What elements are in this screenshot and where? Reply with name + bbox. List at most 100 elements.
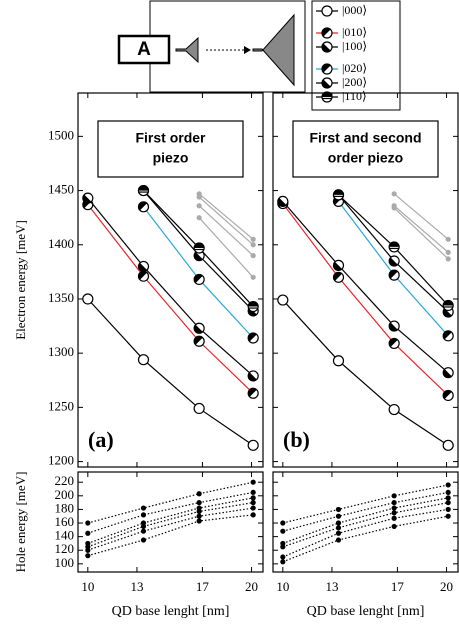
- dot: [280, 544, 286, 550]
- marker: [250, 253, 256, 259]
- marker: [321, 27, 333, 39]
- label-box: [117, 34, 171, 65]
- marker: [85, 530, 91, 536]
- series-line: [87, 204, 254, 394]
- y-axis-label: Electron energy [meV]: [13, 220, 28, 340]
- y-tick-label: 180: [55, 500, 75, 515]
- dot: [250, 512, 256, 518]
- dot: [196, 203, 202, 209]
- title-box: [97, 120, 244, 178]
- x-tick-label: 17: [391, 579, 405, 594]
- dot: [280, 554, 286, 560]
- marker-ring: [388, 403, 400, 416]
- marker: [445, 500, 451, 506]
- x-axis-label: QD base lenght [nm]: [307, 604, 425, 619]
- series-line: [338, 194, 449, 313]
- dot: [335, 525, 342, 531]
- marker: [332, 355, 345, 367]
- marker-ring: [247, 439, 259, 451]
- marker: [196, 203, 202, 209]
- small-dot: [175, 36, 199, 64]
- marker: [335, 525, 342, 531]
- marker: [277, 195, 289, 208]
- series-line: [338, 201, 449, 337]
- dot: [140, 537, 147, 543]
- series-line: [87, 502, 254, 548]
- series-line: [282, 515, 449, 563]
- marker: [196, 513, 202, 519]
- dot: [335, 530, 342, 536]
- marker-fill: [389, 322, 398, 332]
- marker: [391, 523, 397, 530]
- marker: [445, 236, 451, 242]
- marker-ring: [137, 354, 150, 366]
- dot: [445, 513, 451, 519]
- series-line: [282, 484, 449, 524]
- series-line: [87, 507, 254, 551]
- dot: [140, 528, 147, 534]
- x-tick-label: 10: [81, 579, 94, 594]
- y-tick-label: 1400: [48, 236, 74, 251]
- dot: [391, 515, 397, 521]
- marker: [250, 495, 256, 501]
- marker: [445, 513, 451, 519]
- marker: [82, 293, 94, 305]
- marker: [321, 5, 333, 17]
- dot: [391, 191, 397, 197]
- marker-fill: [138, 262, 148, 272]
- marker-ring: [82, 293, 94, 305]
- dot: [250, 253, 256, 259]
- marker: [388, 241, 400, 253]
- marker: [388, 320, 400, 332]
- dot: [196, 194, 202, 200]
- marker: [335, 506, 342, 513]
- marker-fill: [443, 330, 452, 340]
- y-tick-label: 100: [55, 555, 75, 570]
- series-line: [393, 205, 449, 253]
- marker: [247, 300, 259, 313]
- marker: [442, 439, 454, 451]
- marker: [193, 322, 205, 334]
- marker: [335, 537, 342, 543]
- marker-fill: [248, 372, 257, 381]
- dot: [280, 528, 286, 534]
- legend-label: |200⟩: [342, 75, 367, 89]
- x-tick-label: 17: [196, 579, 210, 594]
- marker: [280, 528, 286, 534]
- marker-fill: [194, 336, 203, 345]
- marker: [140, 528, 147, 534]
- marker-fill: [248, 388, 257, 397]
- marker-fill: [443, 390, 452, 399]
- marker-fill: [248, 301, 259, 307]
- y-tick-label: 1200: [48, 453, 74, 468]
- marker: [196, 491, 202, 497]
- dot: [445, 236, 451, 242]
- dot: [250, 236, 256, 242]
- marker: [388, 269, 400, 281]
- marker-ring: [321, 5, 333, 17]
- series-line: [282, 201, 449, 374]
- plot-frame: [77, 471, 264, 573]
- dot: [445, 506, 451, 513]
- marker-fill: [389, 241, 400, 247]
- dot: [250, 505, 256, 511]
- legend-label: |010⟩: [342, 25, 367, 39]
- marker: [391, 505, 397, 511]
- series-line: [282, 497, 449, 544]
- marker-fill: [333, 261, 343, 271]
- marker: [193, 273, 205, 286]
- dot: [85, 520, 91, 526]
- marker: [137, 270, 150, 282]
- dot: [140, 523, 147, 530]
- marker: [335, 530, 342, 536]
- marker-fill: [443, 369, 452, 378]
- marker: [250, 512, 256, 518]
- legend-label: |100⟩: [342, 39, 367, 53]
- x-tick-label: 20: [440, 579, 453, 594]
- marker: [140, 505, 147, 511]
- marker: [321, 91, 333, 103]
- dot: [250, 500, 256, 506]
- marker: [140, 512, 147, 518]
- marker: [137, 201, 150, 213]
